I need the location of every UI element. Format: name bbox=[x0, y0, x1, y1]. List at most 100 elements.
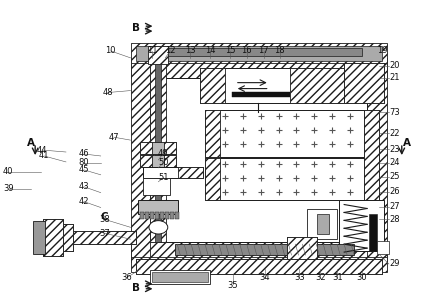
Text: 35: 35 bbox=[227, 281, 238, 290]
Bar bbox=[377, 241, 389, 254]
Bar bbox=[43, 220, 63, 256]
Bar bbox=[367, 58, 387, 262]
Bar bbox=[164, 155, 176, 167]
Text: A: A bbox=[27, 138, 35, 148]
Bar bbox=[344, 63, 384, 103]
Circle shape bbox=[149, 221, 168, 234]
Bar bbox=[150, 63, 166, 242]
Bar bbox=[71, 231, 135, 244]
Bar bbox=[364, 111, 379, 239]
Text: 45: 45 bbox=[79, 165, 89, 174]
Text: 48: 48 bbox=[102, 88, 113, 97]
Bar bbox=[160, 212, 164, 220]
Text: 36: 36 bbox=[121, 273, 132, 282]
Bar bbox=[286, 237, 317, 261]
Bar bbox=[141, 142, 176, 154]
Text: 29: 29 bbox=[390, 259, 400, 269]
Text: 27: 27 bbox=[390, 202, 400, 211]
Bar bbox=[144, 178, 170, 195]
Bar bbox=[344, 63, 384, 103]
Text: 24: 24 bbox=[390, 158, 400, 167]
Text: 33: 33 bbox=[294, 273, 305, 282]
Bar bbox=[131, 58, 150, 262]
Text: 37: 37 bbox=[99, 229, 110, 238]
Text: 42: 42 bbox=[79, 197, 89, 206]
Bar bbox=[131, 257, 387, 272]
Text: 15: 15 bbox=[224, 46, 235, 56]
Text: 14: 14 bbox=[205, 46, 215, 56]
Text: 18: 18 bbox=[274, 46, 285, 56]
Text: 44: 44 bbox=[37, 146, 47, 154]
Text: 43: 43 bbox=[79, 182, 89, 191]
Text: 19: 19 bbox=[377, 46, 387, 56]
Text: 16: 16 bbox=[242, 46, 252, 56]
Text: 41: 41 bbox=[39, 151, 49, 161]
Bar bbox=[205, 158, 220, 200]
Text: 39: 39 bbox=[3, 184, 14, 193]
Text: 10: 10 bbox=[105, 46, 116, 56]
Bar bbox=[307, 209, 337, 239]
Text: 50: 50 bbox=[158, 158, 169, 167]
Text: 49: 49 bbox=[158, 149, 169, 157]
Bar bbox=[152, 272, 208, 282]
Bar bbox=[150, 270, 210, 284]
Bar bbox=[339, 200, 384, 251]
Bar bbox=[144, 167, 203, 178]
Bar bbox=[138, 200, 178, 215]
Bar bbox=[135, 259, 382, 274]
Text: 47: 47 bbox=[108, 133, 119, 142]
Bar bbox=[150, 78, 367, 242]
Text: 34: 34 bbox=[259, 273, 270, 282]
Bar bbox=[33, 221, 45, 254]
Text: A: A bbox=[403, 138, 411, 148]
Bar bbox=[175, 244, 354, 255]
Text: 73: 73 bbox=[390, 108, 400, 117]
Bar bbox=[141, 142, 152, 154]
Text: 12: 12 bbox=[165, 46, 175, 56]
Bar bbox=[286, 237, 317, 261]
Bar bbox=[205, 158, 364, 200]
Bar bbox=[43, 220, 63, 256]
Bar bbox=[200, 68, 344, 103]
Bar bbox=[150, 212, 154, 220]
Bar bbox=[141, 212, 144, 220]
Bar bbox=[155, 63, 161, 242]
Bar bbox=[205, 111, 364, 157]
Text: 30: 30 bbox=[357, 273, 367, 282]
Bar bbox=[71, 231, 135, 244]
Bar bbox=[164, 142, 176, 154]
Text: 21: 21 bbox=[390, 73, 400, 82]
Text: 22: 22 bbox=[390, 129, 400, 138]
Bar bbox=[61, 224, 73, 251]
Text: B: B bbox=[132, 283, 139, 293]
Text: C: C bbox=[101, 212, 108, 222]
Bar bbox=[364, 111, 379, 239]
Bar bbox=[141, 155, 152, 167]
Bar bbox=[178, 167, 203, 178]
Text: B: B bbox=[132, 23, 139, 33]
Bar bbox=[135, 259, 382, 274]
Text: 32: 32 bbox=[315, 273, 326, 282]
Text: 38: 38 bbox=[99, 215, 110, 224]
Text: 40: 40 bbox=[3, 167, 14, 176]
Text: 28: 28 bbox=[390, 215, 400, 224]
Bar bbox=[145, 212, 150, 220]
Bar bbox=[61, 224, 73, 251]
Bar bbox=[131, 242, 387, 262]
Text: 23: 23 bbox=[390, 145, 400, 154]
Bar bbox=[200, 68, 225, 103]
Bar bbox=[232, 91, 289, 96]
Bar bbox=[131, 58, 387, 78]
Text: 25: 25 bbox=[390, 172, 400, 181]
Bar bbox=[205, 111, 220, 157]
Bar bbox=[170, 212, 174, 220]
Bar bbox=[148, 46, 168, 64]
Bar bbox=[155, 212, 160, 220]
Bar bbox=[141, 155, 176, 167]
Text: 11: 11 bbox=[147, 46, 158, 56]
Text: 31: 31 bbox=[332, 273, 343, 282]
Bar bbox=[369, 215, 377, 251]
Text: 80: 80 bbox=[79, 158, 89, 167]
Bar bbox=[165, 212, 169, 220]
Text: 20: 20 bbox=[390, 61, 400, 70]
